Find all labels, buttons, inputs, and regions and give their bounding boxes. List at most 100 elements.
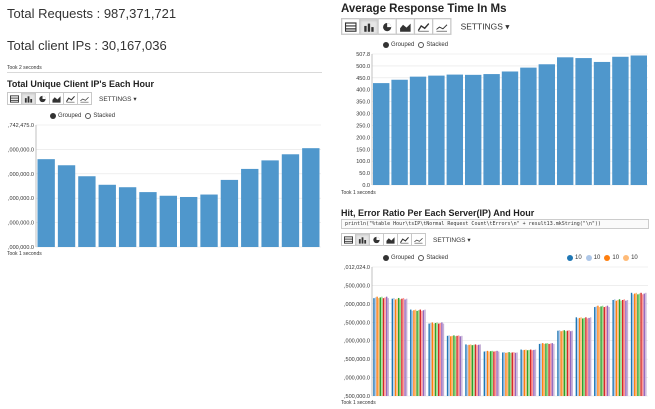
bar bbox=[598, 307, 601, 396]
settings-dropdown[interactable]: SETTINGS ▾ bbox=[461, 21, 510, 32]
grouped-radio[interactable] bbox=[383, 42, 389, 48]
line-chart-button[interactable] bbox=[413, 18, 434, 35]
pie-chart-button[interactable] bbox=[35, 92, 50, 105]
area-chart-button[interactable] bbox=[395, 18, 416, 35]
legend-item[interactable]: 10 bbox=[567, 255, 582, 261]
scatter-chart-button[interactable] bbox=[432, 18, 452, 35]
bar bbox=[281, 154, 300, 247]
stacked-radio[interactable] bbox=[418, 42, 425, 48]
bar bbox=[549, 343, 552, 396]
settings-dropdown[interactable]: SETTINGS ▾ bbox=[99, 95, 137, 103]
stacked-radio[interactable] bbox=[85, 113, 92, 119]
area-chart-button[interactable] bbox=[49, 92, 64, 105]
bar bbox=[411, 310, 414, 396]
bar bbox=[566, 330, 569, 396]
y-tick-label: 0.0 bbox=[362, 183, 370, 189]
legend-swatch bbox=[585, 255, 592, 261]
bar bbox=[419, 309, 421, 396]
legend-item[interactable]: 10 bbox=[623, 255, 638, 261]
table-view-button[interactable] bbox=[341, 18, 361, 35]
took-time-label: Took 1 seconds bbox=[341, 400, 376, 406]
bar bbox=[520, 349, 522, 396]
legend-swatch bbox=[623, 255, 630, 261]
bar bbox=[540, 343, 542, 396]
table-view-button[interactable] bbox=[7, 92, 22, 105]
y-tick-label: ,500,000.0 bbox=[344, 283, 370, 289]
y-tick-label: ,012,024.0 bbox=[344, 265, 370, 271]
legend-item[interactable]: 10 bbox=[585, 255, 601, 261]
bar bbox=[391, 298, 394, 396]
bar bbox=[505, 352, 507, 396]
bar bbox=[553, 343, 555, 396]
bar bbox=[494, 351, 497, 396]
y-tick-label: 200.0 bbox=[356, 135, 370, 141]
line-chart-button[interactable] bbox=[397, 233, 412, 246]
settings-dropdown[interactable]: SETTINGS ▾ bbox=[433, 236, 471, 244]
bar bbox=[605, 306, 607, 396]
scatter-chart-button[interactable] bbox=[77, 92, 92, 105]
unique-ip-chart-title: Total Unique Client IP's Each Hour bbox=[7, 79, 154, 89]
bar bbox=[241, 168, 259, 247]
y-tick-label: ,000,000.0 bbox=[344, 339, 370, 345]
bar bbox=[577, 318, 579, 396]
bar bbox=[471, 345, 473, 396]
area-chart-button[interactable] bbox=[383, 233, 398, 246]
bar bbox=[430, 323, 432, 396]
stacked-radio[interactable] bbox=[418, 255, 425, 261]
grouped-label: Grouped bbox=[58, 113, 82, 119]
bar bbox=[565, 331, 567, 396]
bar bbox=[459, 336, 461, 396]
code-paragraph[interactable]: println("%table Hour\tsIP\tNormal Reques… bbox=[341, 219, 649, 229]
bar bbox=[586, 318, 589, 396]
bar bbox=[571, 330, 573, 396]
total-client-ips-stat: Total client IPs : 30,167,036 bbox=[7, 38, 167, 53]
legend-item[interactable]: 10 bbox=[604, 255, 619, 261]
bar bbox=[594, 307, 596, 396]
bar bbox=[437, 323, 440, 396]
bar bbox=[483, 74, 500, 185]
pie-chart-button[interactable] bbox=[369, 233, 384, 246]
bar bbox=[442, 323, 445, 396]
legend-label: 10 bbox=[575, 255, 582, 261]
bar bbox=[551, 343, 553, 396]
bar bbox=[387, 298, 389, 396]
bar bbox=[159, 195, 177, 247]
took-time-label: Took 1 seconds bbox=[7, 251, 42, 257]
line-chart-button[interactable] bbox=[63, 92, 78, 105]
bar bbox=[404, 299, 406, 396]
bar bbox=[450, 336, 452, 396]
bar-chart-icon bbox=[364, 22, 374, 32]
response-time-chart-title: Average Response Time In Ms bbox=[341, 3, 507, 15]
pie-chart-button[interactable] bbox=[377, 18, 397, 35]
legend-label: 10 bbox=[593, 255, 601, 261]
y-tick-label: 350.0 bbox=[356, 100, 370, 106]
bar bbox=[468, 344, 470, 396]
y-tick-label: ,500,000.0 bbox=[344, 320, 370, 326]
bar-chart-button[interactable] bbox=[359, 18, 379, 35]
bar bbox=[422, 310, 425, 396]
legend-label: 10 bbox=[631, 255, 638, 261]
pie-chart-icon bbox=[373, 236, 380, 243]
bar bbox=[439, 323, 441, 396]
response-time-bar-chart: 507.8 500.0 450.0 400.0 350.0 300.0 250.0 200.0… bbox=[356, 52, 648, 189]
grouped-radio[interactable] bbox=[50, 113, 56, 119]
y-tick-label: ,000,000.0 bbox=[8, 245, 34, 251]
pie-chart-icon bbox=[39, 95, 46, 102]
line-chart-icon bbox=[400, 236, 409, 243]
grouped-stacked-toggle: Grouped Stacked bbox=[383, 255, 452, 261]
bar bbox=[448, 335, 450, 396]
bar bbox=[528, 349, 530, 396]
bar bbox=[470, 344, 472, 396]
grouped-stacked-toggle: Grouped Stacked bbox=[50, 113, 119, 119]
bar bbox=[376, 296, 378, 396]
scatter-chart-button[interactable] bbox=[411, 233, 426, 246]
grouped-radio[interactable] bbox=[383, 255, 389, 261]
bar bbox=[381, 296, 383, 396]
bar bbox=[378, 298, 380, 396]
bar-chart-button[interactable] bbox=[355, 233, 370, 246]
bar bbox=[630, 292, 633, 396]
bar bbox=[200, 194, 218, 247]
bar bbox=[608, 307, 610, 396]
bar-chart-button[interactable] bbox=[21, 92, 36, 105]
table-view-button[interactable] bbox=[341, 233, 356, 246]
